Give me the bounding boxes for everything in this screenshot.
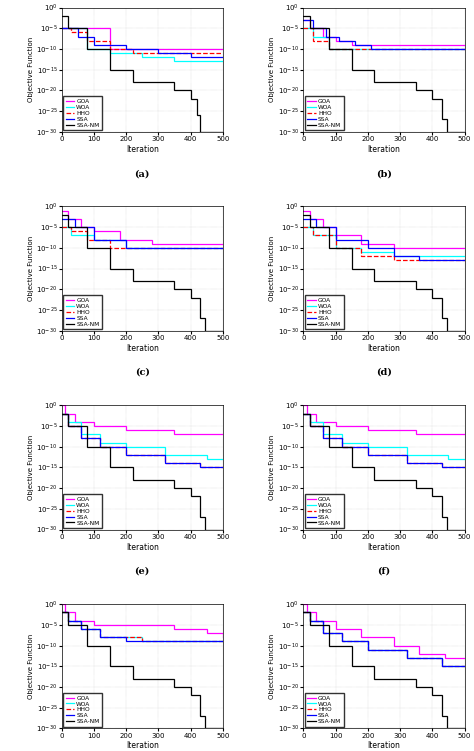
Legend: GOA, WOA, HHO, SSA, SSA-NM: GOA, WOA, HHO, SSA, SSA-NM <box>64 693 102 727</box>
Text: (b): (b) <box>376 169 392 178</box>
X-axis label: Iteration: Iteration <box>367 344 401 353</box>
Text: (d): (d) <box>376 368 392 377</box>
Y-axis label: Objective Function: Objective Function <box>269 435 275 500</box>
Legend: GOA, WOA, HHO, SSA, SSA-NM: GOA, WOA, HHO, SSA, SSA-NM <box>64 295 102 329</box>
X-axis label: Iteration: Iteration <box>126 145 159 154</box>
Legend: GOA, WOA, HHO, SSA, SSA-NM: GOA, WOA, HHO, SSA, SSA-NM <box>305 693 344 727</box>
Legend: GOA, WOA, HHO, SSA, SSA-NM: GOA, WOA, HHO, SSA, SSA-NM <box>64 494 102 528</box>
X-axis label: Iteration: Iteration <box>126 344 159 353</box>
Text: (f): (f) <box>377 567 391 576</box>
X-axis label: Iteration: Iteration <box>126 542 159 551</box>
X-axis label: Iteration: Iteration <box>367 542 401 551</box>
Y-axis label: Objective Function: Objective Function <box>27 37 34 102</box>
Legend: GOA, WOA, HHO, SSA, SSA-NM: GOA, WOA, HHO, SSA, SSA-NM <box>305 494 344 528</box>
Legend: GOA, WOA, HHO, SSA, SSA-NM: GOA, WOA, HHO, SSA, SSA-NM <box>305 96 344 130</box>
Y-axis label: Objective Function: Objective Function <box>269 37 275 102</box>
Legend: GOA, WOA, HHO, SSA, SSA-NM: GOA, WOA, HHO, SSA, SSA-NM <box>64 96 102 130</box>
Legend: GOA, WOA, HHO, SSA, SSA-NM: GOA, WOA, HHO, SSA, SSA-NM <box>305 295 344 329</box>
Y-axis label: Objective Function: Objective Function <box>27 435 34 500</box>
Y-axis label: Objective Function: Objective Function <box>27 236 34 301</box>
X-axis label: Iteration: Iteration <box>367 145 401 154</box>
Y-axis label: Objective Function: Objective Function <box>269 236 275 301</box>
X-axis label: Iteration: Iteration <box>367 741 401 750</box>
Text: (a): (a) <box>135 169 150 178</box>
Y-axis label: Objective Function: Objective Function <box>27 634 34 699</box>
X-axis label: Iteration: Iteration <box>126 741 159 750</box>
Text: (e): (e) <box>135 567 150 576</box>
Y-axis label: Objective Function: Objective Function <box>269 634 275 699</box>
Text: (c): (c) <box>135 368 150 377</box>
